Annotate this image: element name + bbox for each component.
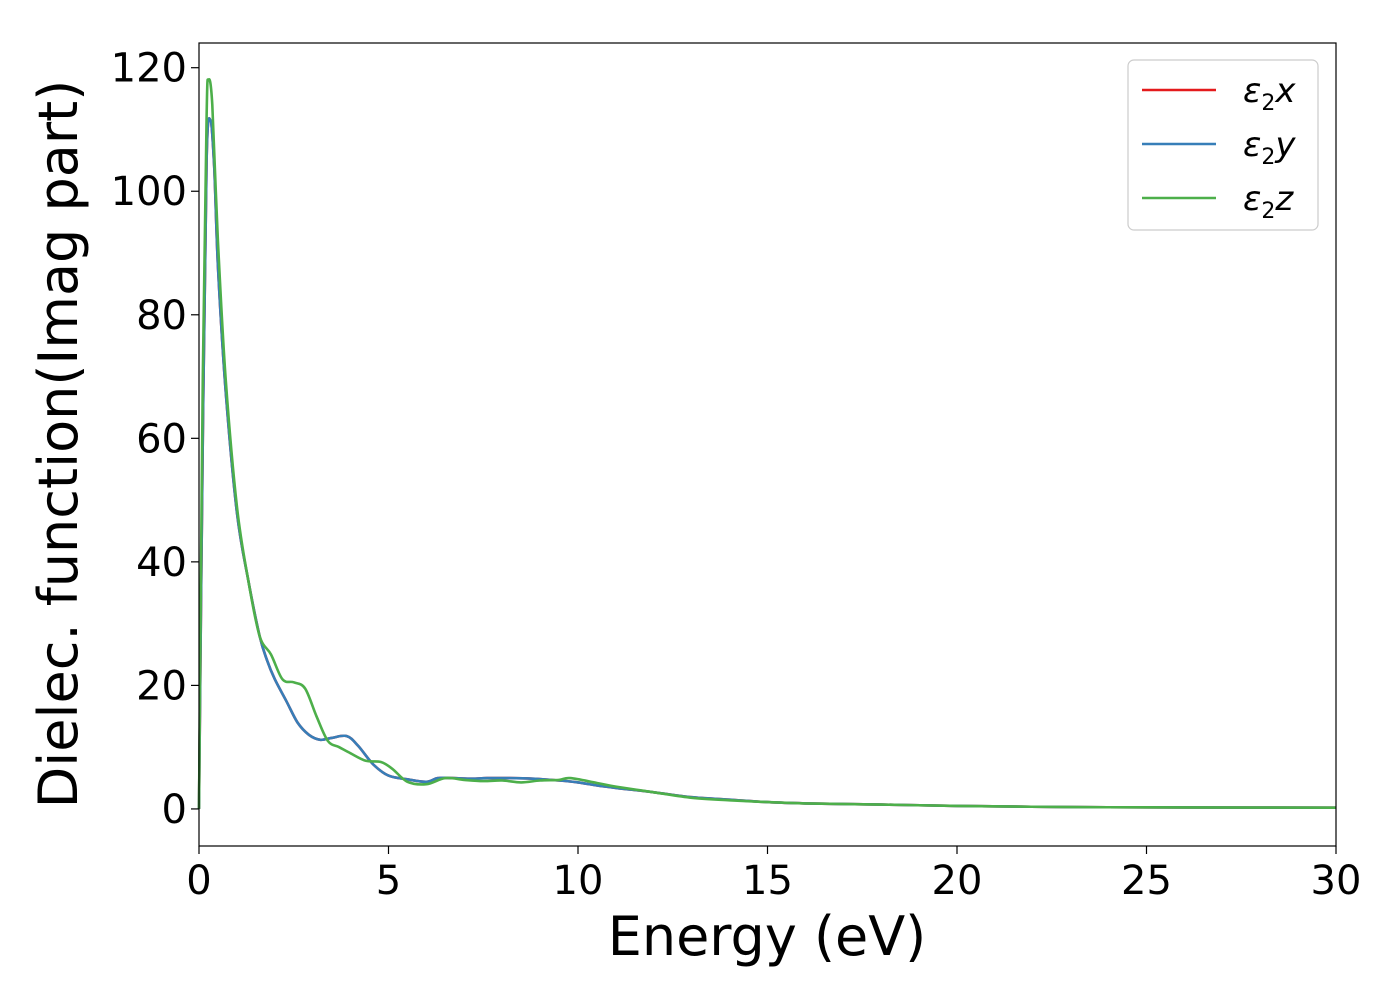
legend-label: ε2y [1243,125,1296,170]
x-tick-label: 25 [1121,858,1172,904]
legend-axis: x [1274,71,1296,111]
y-tick-label: 40 [136,540,187,586]
legend-axis: z [1274,179,1294,219]
legend-symbol: ε [1243,179,1261,219]
x-tick-label: 0 [186,858,211,904]
legend-subscript: 2 [1261,91,1275,116]
y-tick-label: 20 [136,663,187,709]
legend-axis: y [1274,125,1296,165]
legend-symbol: ε [1243,71,1261,111]
x-tick-label: 30 [1311,858,1362,904]
series-lines [197,78,1337,809]
y-tick-label: 60 [136,416,187,462]
y-tick-label: 120 [111,46,187,92]
y-tick-label: 0 [162,787,187,833]
legend-label: ε2x [1243,71,1296,116]
legend-subscript: 2 [1261,199,1275,224]
x-tick-label: 15 [742,858,793,904]
y-tick-label: 80 [136,293,187,339]
legend-symbol: ε [1243,125,1261,165]
legend-subscript: 2 [1261,145,1275,170]
x-axis-ticks: 0 5 10 15 20 25 30 [186,846,1361,904]
x-tick-label: 10 [553,858,604,904]
y-tick-label: 100 [111,169,187,215]
x-axis-title: Energy (eV) [608,905,927,968]
legend-frame [1127,59,1319,231]
x-tick-label: 5 [376,858,401,904]
y-axis-ticks: 0 20 40 60 80 100 120 [111,46,199,833]
legend-label: ε2z [1243,179,1294,224]
series-line-z [197,78,1337,809]
y-axis-title: Dielec. function(Imag part) [27,80,90,809]
x-tick-label: 20 [932,858,983,904]
